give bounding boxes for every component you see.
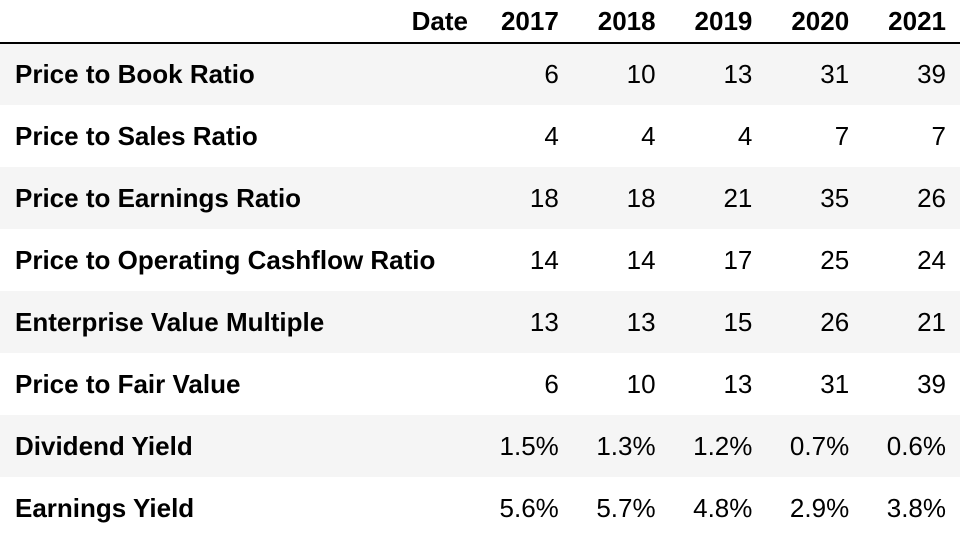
table-cell: 31: [820, 368, 850, 399]
index-header: Date: [0, 0, 476, 44]
table-cell: 10: [626, 59, 656, 89]
table-cell: 1.3%: [596, 430, 656, 461]
table-cell: 13: [723, 368, 753, 399]
table-cell: 13: [626, 306, 656, 337]
row-label: Price to Sales Ratio: [15, 120, 258, 151]
table-cell: 1.5%: [499, 430, 559, 461]
table-cell: 1.2%: [693, 430, 753, 461]
table-cell: 17: [723, 244, 753, 275]
table-cell: 6: [544, 368, 559, 399]
table-cell: 6: [544, 59, 559, 89]
table-row: Price to Sales Ratio 4 4 4 7 7: [0, 105, 960, 167]
table-cell: 14: [529, 244, 559, 275]
table-row: Price to Operating Cashflow Ratio 14 14 …: [0, 229, 960, 291]
table-row: Enterprise Value Multiple 13 13 15 26 21: [0, 291, 960, 353]
table-cell: 21: [917, 306, 946, 337]
table-cell: 15: [723, 306, 753, 337]
table-cell: 26: [820, 306, 850, 337]
table-cell: 0.6%: [886, 430, 946, 461]
table-cell: 4: [544, 120, 559, 151]
table-cell: 4: [737, 120, 753, 151]
header-row: Date 2017 2018 2019 2020 2021: [0, 0, 960, 44]
column-header-2019: 2019: [669, 0, 767, 44]
table-cell: 4: [641, 120, 656, 151]
row-label: Price to Fair Value: [15, 368, 241, 399]
table-cell: 24: [917, 244, 946, 275]
row-label: Enterprise Value Multiple: [15, 306, 325, 337]
table-cell: 18: [529, 182, 559, 213]
row-label: Dividend Yield: [15, 430, 193, 461]
table-cell: 26: [917, 182, 946, 213]
row-label: Price to Operating Cashflow Ratio: [15, 244, 436, 275]
table-header: Date 2017 2018 2019 2020 2021: [0, 0, 960, 44]
row-label: Earnings Yield: [15, 492, 195, 523]
table-cell: 14: [626, 244, 656, 275]
table-cell: 0.7%: [789, 430, 850, 461]
table-cell: 2.9%: [789, 492, 850, 523]
table-cell: 13: [723, 59, 753, 89]
column-header-2018: 2018: [572, 0, 670, 44]
table-cell: 21: [723, 182, 753, 213]
table-cell: 18: [626, 182, 656, 213]
table-cell: 3.8%: [886, 492, 946, 523]
table-row: Price to Earnings Ratio 18 18 21 35 26: [0, 167, 960, 229]
table-row: Dividend Yield 1.5% 1.3% 1.2% 0.7% 0.6%: [0, 415, 960, 477]
table-cell: 25: [820, 244, 850, 275]
table-row: Price to Fair Value 6 10 13 31 39: [0, 353, 960, 415]
table-cell: 5.6%: [499, 492, 559, 523]
row-label: Price to Earnings Ratio: [15, 182, 302, 213]
table-row: Price to Book Ratio 6 10 13 31 39: [0, 43, 960, 105]
row-label: Price to Book Ratio: [15, 59, 255, 89]
table-cell: 13: [529, 306, 559, 337]
table-cell: 31: [820, 59, 850, 89]
table-body: Price to Book Ratio 6 10 13 31 39 Price …: [0, 43, 960, 539]
table-cell: 5.7%: [596, 492, 656, 523]
table-cell: 10: [626, 368, 656, 399]
table-row: Earnings Yield 5.6% 5.7% 4.8% 2.9% 3.8%: [0, 477, 960, 539]
table-cell: 39: [917, 368, 946, 399]
table-cell: 35: [820, 182, 850, 213]
column-header-2020: 2020: [766, 0, 864, 44]
table-cell: 7: [834, 120, 850, 151]
table-cell: 7: [931, 120, 946, 151]
column-header-2021: 2021: [863, 0, 960, 44]
table-cell: 39: [917, 59, 946, 89]
table-cell: 4.8%: [693, 492, 753, 523]
column-header-2017: 2017: [476, 0, 573, 44]
